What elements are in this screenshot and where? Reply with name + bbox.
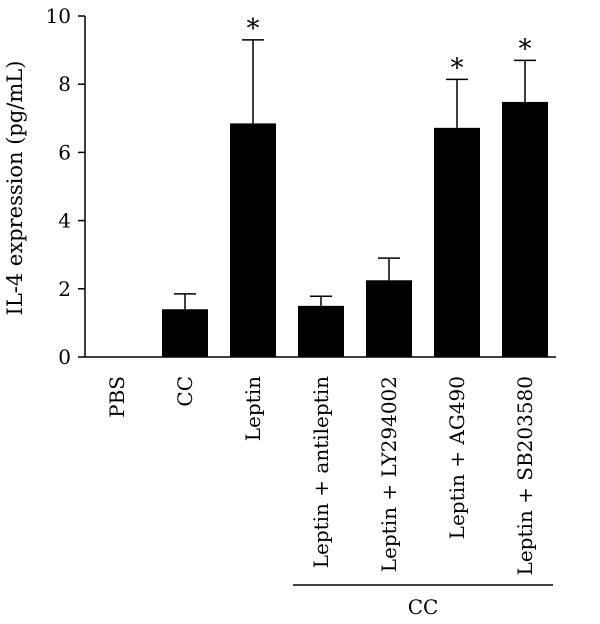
y-tick-label: 6 — [58, 140, 71, 164]
x-category-label: CC — [173, 376, 197, 407]
bar — [366, 280, 412, 357]
y-tick-label: 4 — [58, 209, 71, 233]
y-axis-label: IL-4 expression (pg/mL) — [3, 61, 27, 316]
x-category-label: Leptin — [241, 376, 265, 441]
error-bars — [174, 39, 536, 310]
significance-asterisk: * — [247, 14, 260, 44]
x-axis-category-labels: PBS CC Leptin Leptin + antileptin Leptin + L… — [105, 376, 537, 576]
x-category-label: Leptin + antileptin — [309, 376, 333, 568]
group-bracket: CC — [293, 584, 553, 619]
y-tick-label: 0 — [58, 345, 71, 369]
bar — [162, 309, 208, 357]
bar — [434, 127, 480, 358]
x-category-label: Leptin + LY294002 — [377, 376, 401, 572]
bars — [162, 101, 548, 358]
group-label: CC — [408, 595, 439, 619]
bar — [230, 123, 276, 357]
significance-asterisk: * — [519, 34, 532, 64]
y-axis-ticks: 0 2 4 6 8 10 — [46, 4, 85, 369]
y-tick-label: 8 — [58, 72, 71, 96]
significance-asterisk: * — [451, 53, 464, 83]
x-category-label: PBS — [105, 376, 129, 418]
bar — [502, 101, 548, 357]
bar — [298, 305, 344, 357]
x-category-label: Leptin + AG490 — [445, 376, 469, 539]
y-tick-label: 2 — [58, 277, 71, 301]
x-category-label: Leptin + SB203580 — [513, 376, 537, 575]
y-tick-label: 10 — [46, 4, 71, 28]
significance-markers: * * * — [247, 14, 532, 84]
